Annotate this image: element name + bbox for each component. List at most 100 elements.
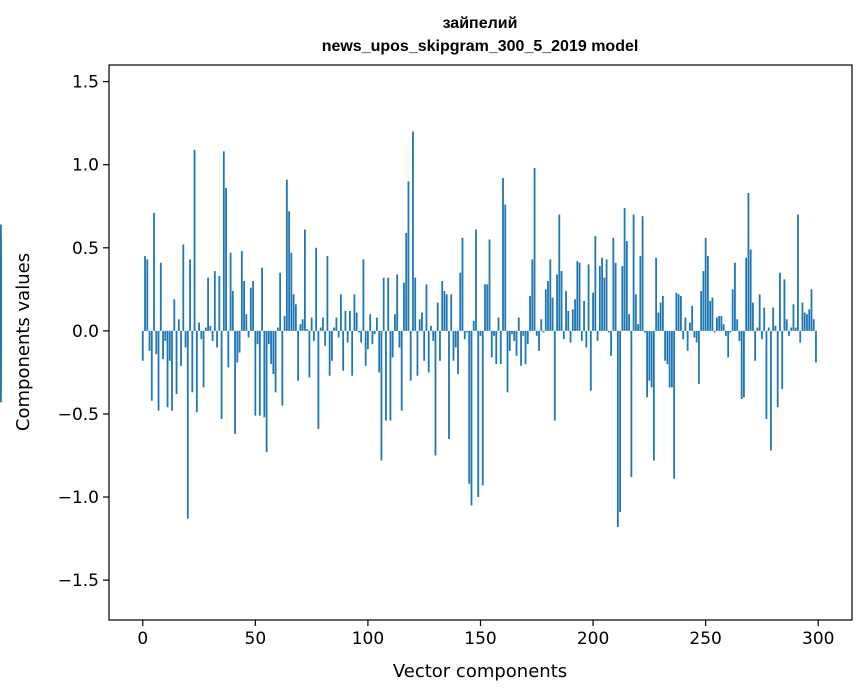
- x-tick-label: 200: [577, 629, 609, 649]
- chart-subtitle: news_upos_skipgram_300_5_2019 model: [322, 38, 639, 55]
- bar: [394, 314, 396, 331]
- bar: [204, 327, 207, 331]
- bar: [567, 310, 570, 331]
- bar: [294, 304, 297, 331]
- bar: [794, 327, 797, 331]
- bar: [610, 330, 612, 356]
- bar: [540, 319, 543, 331]
- bar: [452, 330, 455, 361]
- bar: [682, 330, 685, 340]
- bar: [146, 259, 149, 331]
- bar: [551, 297, 554, 331]
- bar: [589, 330, 592, 391]
- bar: [353, 294, 356, 331]
- bar: [616, 330, 619, 527]
- bar: [168, 330, 171, 361]
- x-tick-label: 250: [689, 629, 721, 649]
- bar: [220, 330, 223, 419]
- bar: [641, 216, 644, 331]
- bar: [340, 294, 342, 331]
- bar: [808, 309, 811, 331]
- bar: [781, 330, 784, 390]
- bar: [650, 330, 653, 388]
- bar: [378, 330, 381, 373]
- bar: [666, 330, 669, 365]
- bar: [141, 330, 144, 361]
- bar: [409, 330, 412, 381]
- bar: [623, 207, 626, 331]
- bar: [673, 330, 676, 479]
- y-tick-label: −0.5: [58, 405, 99, 425]
- bar: [670, 330, 673, 388]
- bar: [333, 327, 336, 331]
- bar: [788, 330, 790, 336]
- bar: [324, 330, 327, 346]
- bar: [488, 239, 491, 331]
- bar: [148, 330, 151, 351]
- bar: [312, 330, 315, 341]
- bar: [443, 290, 446, 331]
- bar: [625, 241, 628, 331]
- bar: [520, 330, 522, 366]
- bar: [376, 317, 378, 331]
- bar: [326, 256, 329, 331]
- bar: [763, 307, 766, 331]
- bar: [258, 330, 261, 416]
- bar: [702, 271, 705, 331]
- bar: [425, 284, 428, 331]
- bar: [0, 330, 2, 370]
- x-tick-label: 50: [245, 629, 267, 649]
- bar: [207, 277, 209, 331]
- bar: [803, 312, 806, 331]
- bar: [281, 330, 284, 406]
- bar: [779, 272, 781, 331]
- bar: [734, 262, 736, 331]
- bar: [700, 290, 703, 331]
- bar: [698, 330, 700, 385]
- bar: [531, 259, 534, 331]
- bar: [533, 168, 536, 331]
- bar: [213, 271, 216, 331]
- bar: [297, 330, 300, 381]
- bar: [506, 330, 509, 393]
- bar: [693, 330, 696, 338]
- bar: [243, 281, 245, 331]
- bar: [468, 330, 471, 484]
- bar: [761, 330, 763, 340]
- bar: [797, 214, 799, 331]
- bar: [639, 256, 642, 331]
- bar: [0, 315, 2, 331]
- bar: [144, 256, 146, 331]
- bar: [389, 330, 392, 421]
- bar: [184, 330, 187, 348]
- bar: [774, 325, 777, 331]
- bar: [252, 281, 254, 331]
- bar: [470, 330, 473, 506]
- bar: [661, 295, 664, 331]
- bar: [614, 262, 617, 331]
- bar: [745, 257, 748, 331]
- bar: [380, 330, 383, 461]
- bar: [177, 319, 180, 331]
- bar: [360, 330, 363, 343]
- bar: [556, 274, 558, 331]
- x-axis-label: Vector components: [393, 661, 567, 682]
- bar: [740, 330, 743, 399]
- bar: [441, 281, 444, 331]
- bar: [725, 330, 727, 336]
- bar: [288, 211, 291, 331]
- bar: [344, 310, 347, 331]
- bar: [752, 302, 754, 331]
- bar: [342, 330, 345, 371]
- bar: [189, 259, 191, 331]
- bar: [513, 330, 516, 341]
- bar: [400, 330, 403, 411]
- bar: [758, 294, 761, 331]
- bar: [367, 330, 369, 350]
- bar: [562, 330, 565, 340]
- bar: [704, 237, 707, 331]
- bars-group: [0, 131, 817, 527]
- bar: [279, 272, 282, 331]
- bar: [434, 330, 437, 456]
- bar: [249, 287, 252, 331]
